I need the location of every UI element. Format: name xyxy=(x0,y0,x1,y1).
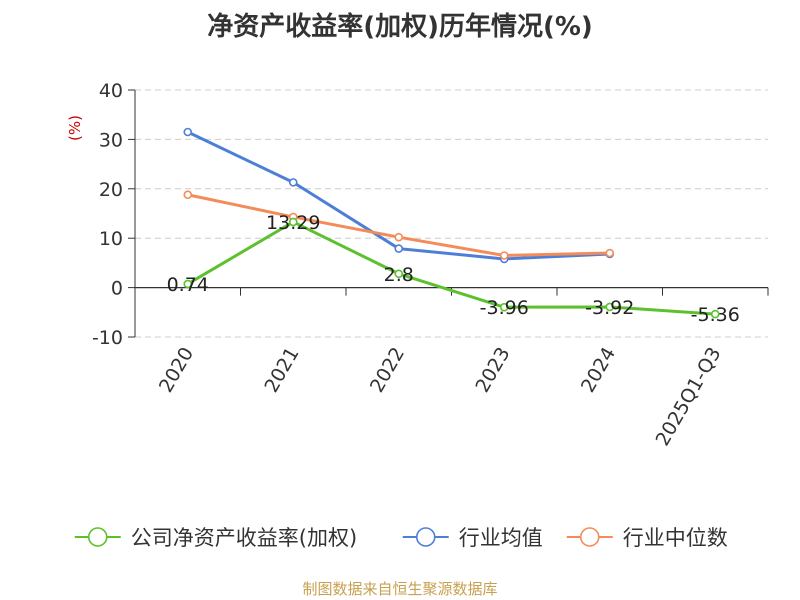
legend: 公司净资产收益率(加权) 行业均值 行业中位数 xyxy=(74,526,728,550)
x-tick-label: 2024 xyxy=(577,344,620,397)
legend-item: 公司净资产收益率(加权) xyxy=(74,526,357,550)
data-label: 2.8 xyxy=(384,264,414,286)
y-tick-label: 0 xyxy=(111,278,123,300)
data-point xyxy=(394,269,404,279)
data-point xyxy=(605,302,615,312)
legend-label: 公司净资产收益率(加权) xyxy=(131,526,357,550)
data-label: -3.92 xyxy=(585,297,634,319)
y-tick-label: 30 xyxy=(99,129,123,151)
data-point xyxy=(183,279,193,289)
data-point xyxy=(394,244,404,253)
series-line xyxy=(186,220,716,316)
x-tick-label: 2023 xyxy=(471,344,514,397)
legend-marker xyxy=(87,527,108,547)
grid-layer xyxy=(135,89,768,338)
legend-label: 行业中位数 xyxy=(623,526,728,550)
data-point xyxy=(288,217,298,227)
x-tick-label: 2021 xyxy=(260,344,303,397)
data-point xyxy=(288,178,298,187)
data-point xyxy=(605,248,615,258)
data-label: -3.96 xyxy=(480,297,529,319)
data-point xyxy=(183,190,193,200)
axis-layer: -10 0 10 20 30 40 (%) 2020 2021 2022 2023 2024 2025Q… xyxy=(66,80,769,450)
data-point xyxy=(499,302,509,312)
data-label-layer: 0.74 13.29 2.8 -3.96 -3.92 -5.36 xyxy=(167,212,740,326)
y-tick-label: 20 xyxy=(99,179,123,201)
y-tick-label: 40 xyxy=(99,80,123,102)
y-tick-label: -10 xyxy=(92,327,123,349)
source-footer: 制图数据来自恒生聚源数据库 xyxy=(302,580,498,598)
data-label: -5.36 xyxy=(691,304,740,326)
y-axis-label: (%) xyxy=(66,115,84,141)
y-tick-label: 10 xyxy=(99,228,123,250)
data-point xyxy=(394,232,404,242)
chart-title: 净资产收益率(加权)历年情况(%) xyxy=(207,12,593,42)
x-tick-label: 2022 xyxy=(366,344,409,397)
data-point xyxy=(183,127,193,137)
legend-label: 行业均值 xyxy=(459,526,543,550)
data-label: 0.74 xyxy=(167,274,209,296)
legend-marker xyxy=(579,527,600,547)
legend-item: 行业中位数 xyxy=(566,526,728,550)
legend-item: 行业均值 xyxy=(402,526,543,550)
series-layer xyxy=(183,127,720,319)
x-tick-label: 2020 xyxy=(155,344,198,397)
legend-marker xyxy=(415,527,436,547)
data-point xyxy=(499,251,509,260)
x-tick-label: 2025Q1-Q3 xyxy=(652,344,726,450)
data-label: 13.29 xyxy=(266,212,320,234)
data-point xyxy=(710,309,720,319)
